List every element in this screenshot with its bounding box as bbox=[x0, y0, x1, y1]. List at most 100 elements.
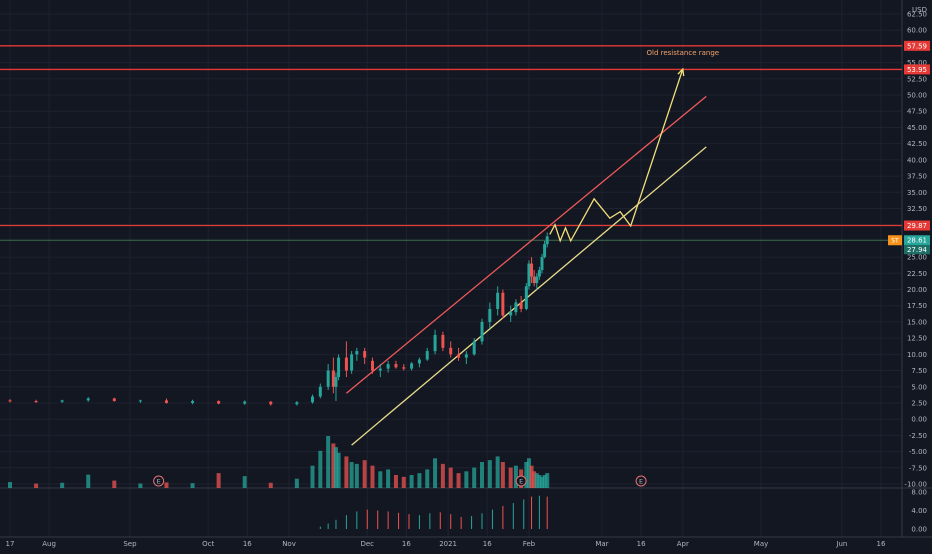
earnings-marker bbox=[635, 475, 647, 487]
candle-body bbox=[60, 400, 64, 402]
current-price-tag bbox=[904, 235, 930, 246]
volume-bar bbox=[508, 467, 513, 488]
price-tick-label: 12.50 bbox=[907, 335, 927, 343]
candle-body bbox=[350, 354, 354, 371]
price-tick-label: 17.50 bbox=[907, 302, 927, 310]
price-level-tag-text: 53.95 bbox=[907, 66, 927, 74]
time-tick-label: 16 bbox=[483, 540, 492, 548]
lower-channel-line bbox=[351, 146, 707, 446]
time-tick-label: Sep bbox=[123, 540, 137, 548]
candle-body bbox=[540, 257, 544, 271]
candle-body bbox=[337, 357, 341, 378]
candle-body bbox=[496, 292, 500, 309]
candle-body bbox=[378, 368, 382, 371]
candle-body bbox=[326, 370, 330, 387]
volume-bar bbox=[448, 467, 453, 488]
candle-body bbox=[217, 401, 221, 404]
price-tick-label: 7.50 bbox=[911, 367, 927, 375]
candle-body bbox=[318, 386, 322, 397]
price-tick-label: 40.00 bbox=[907, 156, 927, 164]
price-tick-label: 5.00 bbox=[911, 383, 927, 391]
volume-bar bbox=[8, 482, 12, 488]
price-level-tag-text: 57.59 bbox=[907, 42, 927, 50]
candle-body bbox=[8, 400, 12, 402]
volume-bar bbox=[331, 443, 336, 488]
subpanel-tick-label: 4.00 bbox=[911, 507, 927, 515]
candle-body bbox=[524, 286, 528, 309]
volume-bar bbox=[532, 471, 537, 488]
volume-bar bbox=[537, 475, 542, 488]
price-tick-label: 55.00 bbox=[907, 59, 927, 67]
candle-body bbox=[243, 401, 247, 404]
candle-body bbox=[441, 334, 445, 348]
earnings-marker-label: E bbox=[639, 478, 643, 486]
time-tick-label: Dec bbox=[360, 540, 374, 548]
current-price-subtag bbox=[904, 245, 930, 255]
earnings-marker bbox=[153, 475, 165, 487]
candle-body bbox=[295, 402, 299, 405]
price-tick-label: -2.50 bbox=[909, 432, 927, 440]
time-tick-label: Apr bbox=[677, 540, 689, 548]
earnings-marker-label: E bbox=[157, 478, 161, 486]
price-tick-label: 35.00 bbox=[907, 189, 927, 197]
time-axis: 17 Aug Sep Oct 16 Nov Dec 16 2021 16 Feb Mar 16 Apr Ma… bbox=[6, 540, 886, 548]
price-tick-label: -5.00 bbox=[909, 448, 927, 456]
candle-body bbox=[433, 334, 437, 352]
volume-bar bbox=[60, 482, 65, 488]
candle-body bbox=[545, 236, 549, 245]
candle-body bbox=[543, 244, 547, 258]
price-tick-label: 15.00 bbox=[907, 318, 927, 326]
candle-body bbox=[501, 292, 505, 316]
price-tick-label: 37.50 bbox=[907, 173, 927, 181]
earnings-marker-label: E bbox=[519, 478, 523, 486]
price-levels bbox=[0, 45, 902, 241]
symbol-tag-text: ST bbox=[891, 238, 899, 245]
candle-body bbox=[370, 360, 374, 371]
volume-bar bbox=[190, 483, 195, 488]
candle-body bbox=[488, 308, 492, 322]
candle-body bbox=[402, 367, 406, 369]
price-tick-label: 42.50 bbox=[907, 140, 927, 148]
time-tick-label: Nov bbox=[282, 540, 296, 548]
projection-path bbox=[549, 68, 684, 243]
price-tick-label: 25.00 bbox=[907, 254, 927, 262]
price-level-tag bbox=[904, 40, 930, 51]
candle-body bbox=[394, 364, 398, 368]
candle-body bbox=[386, 364, 390, 369]
volume-bar bbox=[529, 465, 534, 488]
price-tick-label: -7.50 bbox=[909, 464, 927, 472]
upper-channel-line bbox=[345, 95, 707, 394]
price-level-tag-text: 29.87 bbox=[907, 222, 927, 230]
volume-bar bbox=[378, 471, 383, 488]
candle-body bbox=[532, 276, 536, 284]
candle-body bbox=[355, 351, 359, 355]
indicator-subpanel bbox=[319, 495, 548, 529]
time-tick-label: 2021 bbox=[439, 540, 457, 548]
volume-bar bbox=[433, 458, 438, 488]
candle-body bbox=[334, 377, 338, 387]
price-tick-label: 22.50 bbox=[907, 270, 927, 278]
candle-body bbox=[472, 341, 476, 355]
earnings-marker bbox=[515, 475, 527, 487]
candle-body bbox=[530, 263, 534, 277]
candle-body bbox=[331, 370, 335, 387]
annotation-text: Old resistance range bbox=[647, 49, 720, 57]
volume-bar bbox=[500, 462, 505, 488]
volume-bar bbox=[464, 471, 469, 488]
candle-body bbox=[34, 401, 38, 403]
volume-bar bbox=[542, 475, 547, 488]
volume-bar bbox=[545, 473, 550, 488]
price-tick-label: 60.00 bbox=[907, 27, 927, 35]
volume-bar bbox=[86, 474, 91, 488]
time-tick-label: Aug bbox=[42, 540, 56, 548]
candle-body bbox=[449, 347, 453, 355]
subpanel-tick-label: 8.00 bbox=[911, 489, 927, 497]
candle-body bbox=[417, 359, 421, 364]
candle-body bbox=[191, 401, 195, 403]
grid bbox=[0, 0, 932, 538]
volume-bar bbox=[526, 458, 531, 488]
time-tick-label: 16 bbox=[877, 540, 886, 548]
projection-arrowhead bbox=[677, 67, 685, 77]
